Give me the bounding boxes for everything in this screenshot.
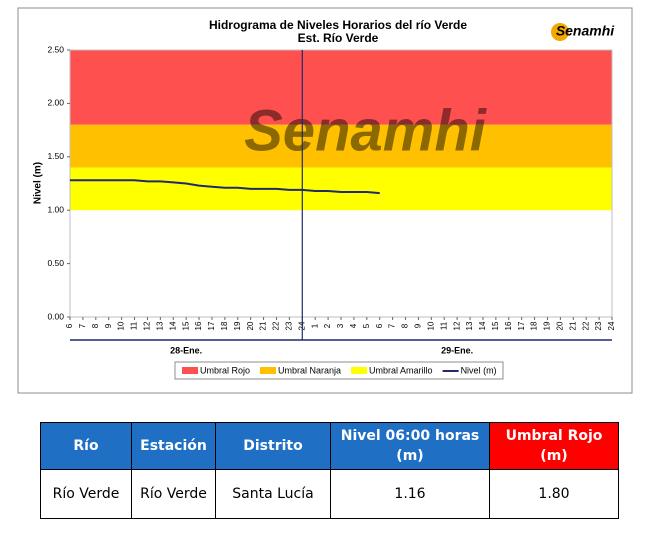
- x-tick-label: 11: [130, 321, 139, 330]
- x-tick-label: 13: [155, 321, 164, 330]
- x-tick-label: 22: [272, 321, 281, 330]
- header-cell: Río: [40, 422, 132, 470]
- x-tick-label: 12: [143, 321, 152, 330]
- x-tick-label: 15: [491, 321, 500, 330]
- x-tick-label: 24: [607, 321, 616, 330]
- header-cell: Estación: [131, 422, 216, 470]
- x-tick-label: 8: [91, 323, 100, 328]
- x-tick-label: 6: [375, 323, 384, 328]
- threshold-band: [70, 50, 612, 125]
- header-cell: Nivel 06:00 horas (m): [330, 422, 490, 470]
- x-tick-label: 17: [517, 321, 526, 330]
- y-tick-label: 0.50: [47, 258, 64, 268]
- data-table: Río Estación Distrito Nivel 06:00 horas …: [40, 422, 619, 519]
- x-tick-label: 4: [349, 323, 358, 328]
- x-tick-label: 13: [465, 321, 474, 330]
- x-tick-label: 18: [530, 321, 539, 330]
- x-tick-label: 11: [439, 321, 448, 330]
- legend-label: Umbral Amarillo: [369, 365, 433, 375]
- x-tick-label: 15: [181, 321, 190, 330]
- y-tick-label: 0.00: [47, 311, 64, 321]
- x-tick-label: 5: [362, 323, 371, 328]
- x-tick-label: 14: [168, 321, 177, 330]
- day-label: 28-Ene.: [170, 345, 202, 355]
- header-cell: Umbral Rojo (m): [489, 422, 619, 470]
- day-label: 29-Ene.: [441, 345, 473, 355]
- legend-swatch: [182, 367, 198, 374]
- x-tick-label: 19: [543, 321, 552, 330]
- cell: Río Verde: [40, 469, 132, 519]
- x-tick-label: 2: [323, 323, 332, 328]
- y-tick-label: 2.00: [47, 98, 64, 108]
- x-tick-label: 3: [336, 323, 345, 328]
- table-header: Río Estación Distrito Nivel 06:00 horas …: [40, 422, 619, 470]
- x-tick-label: 8: [401, 323, 410, 328]
- table-row: Río Verde Río Verde Santa Lucía 1.16 1.8…: [40, 469, 619, 519]
- y-tick-label: 1.00: [47, 204, 64, 214]
- x-tick-label: 20: [555, 321, 564, 330]
- legend-label: Nivel (m): [461, 365, 497, 375]
- header-cell: Distrito: [215, 422, 331, 470]
- threshold-band: [70, 167, 612, 211]
- x-tick-label: 21: [259, 321, 268, 330]
- cell: 1.16: [330, 469, 490, 519]
- legend-label: Umbral Rojo: [200, 365, 250, 375]
- level-line: [70, 179, 380, 195]
- x-tick-label: 23: [594, 321, 603, 330]
- x-tick-label: 19: [233, 321, 242, 330]
- x-tick-label: 7: [78, 323, 87, 328]
- chart-title: Hidrograma de Niveles Horarios del río V…: [209, 18, 467, 32]
- x-tick-label: 16: [504, 321, 513, 330]
- x-tick-label: 22: [581, 321, 590, 330]
- cell: Río Verde: [131, 469, 216, 519]
- plot-area: Senamhi: [69, 49, 613, 318]
- y-tick-label: 1.50: [47, 151, 64, 161]
- chart: Senamhi Hidrograma de Niveles Horarios d…: [17, 7, 633, 394]
- x-tick-label: 1: [310, 323, 319, 328]
- logo-sun: [551, 23, 569, 41]
- y-axis-title: Nivel (m): [33, 162, 44, 204]
- x-tick-label: 9: [104, 323, 113, 328]
- watermark: Senamhi: [244, 98, 488, 163]
- x-tick-label: 9: [414, 323, 423, 328]
- legend-swatch: [351, 367, 368, 374]
- x-tick-label: 23: [284, 321, 293, 330]
- x-tick-label: 10: [426, 321, 435, 330]
- cell: 1.80: [489, 469, 619, 519]
- x-tick-label: 6: [65, 323, 74, 328]
- legend-swatch: [260, 367, 277, 374]
- y-tick-label: 2.50: [47, 44, 64, 54]
- chart-subtitle: Est. Río Verde: [298, 31, 379, 45]
- legend-label: Umbral Naranja: [278, 365, 341, 375]
- x-tick-label: 21: [568, 321, 577, 330]
- logo: Senamhi: [556, 23, 615, 39]
- x-tick-label: 16: [194, 321, 203, 330]
- x-tick-label: 10: [117, 321, 126, 330]
- x-tick-label: 20: [246, 321, 255, 330]
- cell: Santa Lucía: [215, 469, 331, 519]
- x-tick-label: 12: [452, 321, 461, 330]
- x-tick-label: 18: [220, 321, 229, 330]
- threshold-band: [70, 124, 612, 168]
- x-tick-label: 14: [478, 321, 487, 330]
- x-tick-label: 7: [388, 323, 397, 328]
- x-tick-label: 17: [207, 321, 216, 330]
- legend: [174, 361, 504, 380]
